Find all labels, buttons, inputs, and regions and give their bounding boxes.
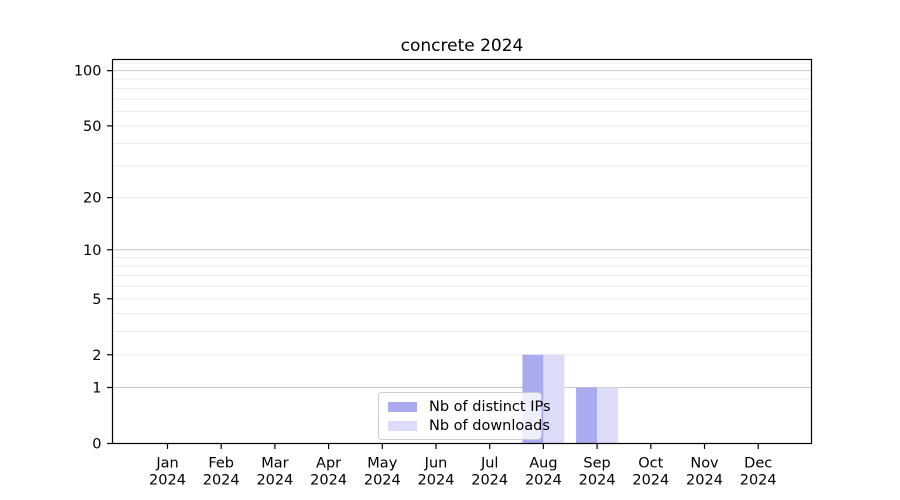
x-tick-year-oct: 2024	[632, 473, 669, 489]
x-tick-year-feb: 2024	[203, 473, 240, 489]
y-tick-label-5: 5	[92, 292, 101, 308]
x-tick-year-aug: 2024	[525, 473, 562, 489]
legend-swatch-distinct-ips	[388, 402, 417, 412]
x-tick-year-mar: 2024	[256, 473, 293, 489]
legend: Nb of distinct IPs Nb of downloads	[378, 392, 551, 440]
x-tick-label-feb: Feb	[208, 456, 234, 472]
x-tick-label-jun: Jun	[424, 456, 448, 472]
bar-nb-of-distinct-ips-sep	[576, 387, 598, 444]
x-tick-label-apr: Apr	[316, 456, 341, 472]
x-tick-label-aug: Aug	[529, 456, 557, 472]
x-tick-year-jul: 2024	[471, 473, 508, 489]
x-tick-year-jan: 2024	[149, 473, 186, 489]
x-tick-label-oct: Oct	[638, 456, 663, 472]
legend-swatch-downloads	[388, 421, 417, 431]
chart-title: concrete 2024	[401, 36, 524, 56]
x-tick-year-dec: 2024	[740, 473, 777, 489]
legend-entry-distinct-ips: Nb of distinct IPs	[388, 399, 551, 415]
x-tick-label-sep: Sep	[583, 456, 610, 472]
y-tick-label-1: 1	[92, 381, 101, 397]
x-tick-label-dec: Dec	[744, 456, 772, 472]
y-tick-label-50: 50	[83, 119, 101, 135]
y-tick-label-100: 100	[74, 64, 102, 80]
bar-nb-of-downloads-sep	[597, 387, 619, 444]
legend-label-distinct-ips: Nb of distinct IPs	[429, 399, 551, 415]
x-tick-year-sep: 2024	[579, 473, 616, 489]
x-tick-label-jul: Jul	[480, 456, 499, 472]
x-tick-label-mar: Mar	[261, 456, 288, 472]
x-tick-label-jan: Jan	[155, 456, 178, 472]
y-tick-label-20: 20	[83, 191, 101, 207]
x-tick-year-may: 2024	[364, 473, 401, 489]
y-tick-label-0: 0	[92, 437, 101, 453]
x-tick-year-jun: 2024	[418, 473, 455, 489]
x-tick-year-nov: 2024	[686, 473, 723, 489]
y-tick-label-2: 2	[92, 348, 101, 364]
bar-nb-of-downloads-aug	[543, 354, 565, 444]
x-tick-label-nov: Nov	[690, 456, 719, 472]
legend-label-downloads: Nb of downloads	[429, 418, 550, 434]
legend-entry-downloads: Nb of downloads	[388, 418, 550, 434]
x-tick-year-apr: 2024	[310, 473, 347, 489]
y-tick-label-10: 10	[83, 243, 101, 259]
x-tick-label-may: May	[367, 456, 397, 472]
plot-border	[111, 58, 813, 445]
